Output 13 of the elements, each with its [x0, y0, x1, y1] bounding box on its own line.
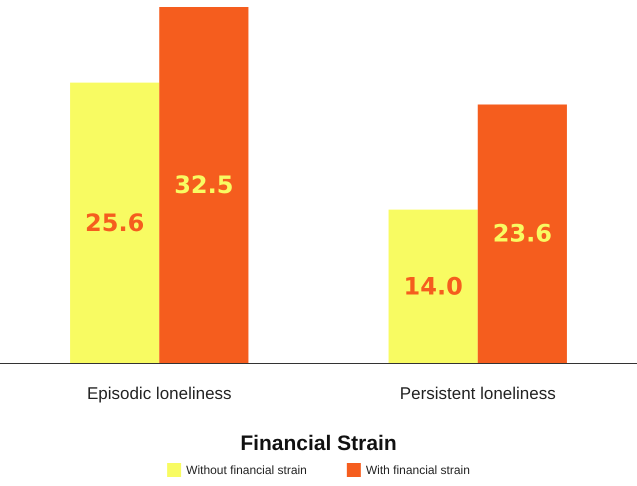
x-axis-title: Financial Strain — [240, 432, 397, 455]
legend-label: Without financial strain — [186, 463, 307, 477]
x-tick-label: Persistent loneliness — [400, 384, 556, 403]
x-tick-label: Episodic loneliness — [86, 384, 232, 403]
bar — [388, 210, 478, 363]
data-label: 14.0 — [404, 272, 463, 300]
data-label: 25.6 — [85, 208, 144, 237]
data-label: 23.6 — [492, 220, 552, 248]
bar — [159, 7, 248, 363]
bar — [70, 82, 160, 363]
data-label: 32.5 — [174, 171, 234, 199]
legend-label: With financial strain — [366, 463, 470, 477]
bar — [478, 104, 567, 363]
